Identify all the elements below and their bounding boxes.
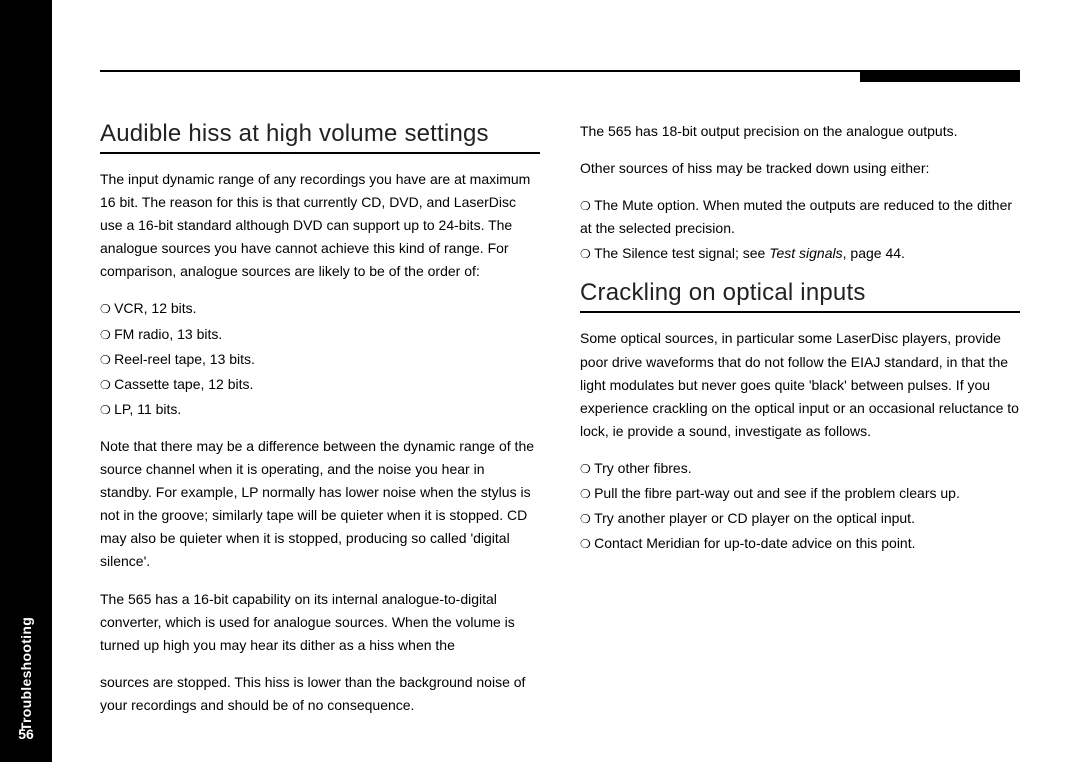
heading-crackling: Crackling on optical inputs bbox=[580, 279, 1020, 313]
list-item: The Mute option. When muted the outputs … bbox=[580, 194, 1020, 240]
list-item-text: , page 44. bbox=[843, 245, 905, 261]
body-paragraph: Note that there may be a difference betw… bbox=[100, 435, 540, 574]
body-paragraph: Other sources of hiss may be tracked dow… bbox=[580, 157, 1020, 180]
bits-list: VCR, 12 bits. FM radio, 13 bits. Reel-re… bbox=[100, 297, 540, 420]
list-item: The Silence test signal; see Test signal… bbox=[580, 242, 1020, 265]
sidebar: Troubleshooting 56 bbox=[0, 0, 52, 762]
body-paragraph: The 565 has 18-bit output precision on t… bbox=[580, 120, 1020, 143]
optical-list: Try other fibres. Pull the fibre part-wa… bbox=[580, 457, 1020, 555]
list-item: FM radio, 13 bits. bbox=[100, 323, 540, 346]
list-item: Contact Meridian for up-to-date advice o… bbox=[580, 532, 1020, 555]
content-columns: Audible hiss at high volume settings The… bbox=[100, 120, 1020, 722]
list-item: Try other fibres. bbox=[580, 457, 1020, 480]
body-paragraph: The input dynamic range of any recording… bbox=[100, 168, 540, 283]
list-item: Reel-reel tape, 13 bits. bbox=[100, 348, 540, 371]
accent-bar bbox=[860, 70, 1020, 82]
page: Troubleshooting 56 Audible hiss at high … bbox=[0, 0, 1080, 762]
body-paragraph: The 565 has a 16-bit capability on its i… bbox=[100, 588, 540, 657]
section-label: Troubleshooting bbox=[18, 617, 34, 731]
section-crackling: Crackling on optical inputs Some optical… bbox=[580, 279, 1020, 555]
heading-audible-hiss: Audible hiss at high volume settings bbox=[100, 120, 540, 154]
cross-ref: Test signals bbox=[769, 245, 842, 261]
list-item: Cassette tape, 12 bits. bbox=[100, 373, 540, 396]
list-item: LP, 11 bits. bbox=[100, 398, 540, 421]
body-paragraph: sources are stopped. This hiss is lower … bbox=[100, 671, 540, 717]
list-item: VCR, 12 bits. bbox=[100, 297, 540, 320]
list-item: Pull the fibre part-way out and see if t… bbox=[580, 482, 1020, 505]
body-paragraph: Some optical sources, in particular some… bbox=[580, 327, 1020, 442]
page-number: 56 bbox=[18, 726, 34, 742]
list-item-text: The Silence test signal; see bbox=[594, 245, 769, 261]
list-item: Try another player or CD player on the o… bbox=[580, 507, 1020, 530]
hiss-list: The Mute option. When muted the outputs … bbox=[580, 194, 1020, 265]
